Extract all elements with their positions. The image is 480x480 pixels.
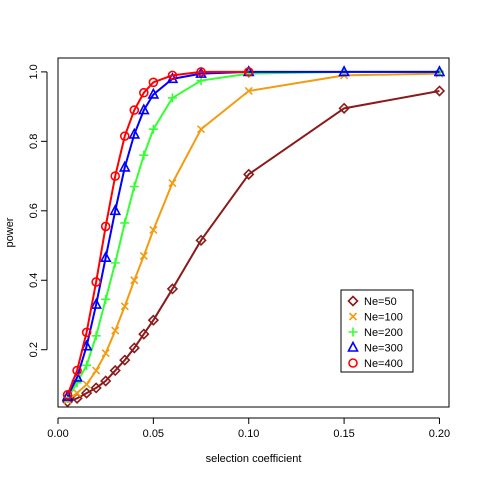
- data-point: [138, 103, 150, 115]
- data-point: [167, 93, 177, 103]
- data-point: [80, 387, 93, 399]
- legend-marker: [347, 295, 359, 307]
- x-tick-label: 0.05: [143, 428, 164, 440]
- y-tick-label: 0.2: [28, 342, 40, 357]
- plot-frame: [57, 57, 450, 408]
- data-point: [244, 86, 253, 96]
- legend-marker: [348, 312, 358, 321]
- data-point: [338, 65, 350, 77]
- data-point: [100, 375, 112, 387]
- data-point: [147, 87, 160, 99]
- data-point: [139, 87, 149, 98]
- data-point: [196, 67, 206, 77]
- data-point: [129, 181, 139, 191]
- x-tick-label: 0.15: [333, 428, 354, 440]
- series-Ne=400: [62, 67, 254, 400]
- data-point: [128, 342, 140, 354]
- x-tick-label: 0.10: [238, 428, 259, 440]
- legend-label: Ne=300: [364, 343, 403, 355]
- data-point: [167, 70, 178, 81]
- data-point: [130, 276, 139, 285]
- x-axis-label: selection coefficient: [206, 453, 302, 465]
- data-point: [120, 302, 129, 311]
- y-tick-label: 0.6: [28, 203, 40, 218]
- data-point: [82, 380, 91, 389]
- y-tick-label: 0.4: [28, 273, 40, 288]
- data-point: [73, 389, 82, 398]
- data-point: [110, 258, 120, 268]
- data-point: [128, 127, 141, 139]
- data-point: [243, 67, 254, 77]
- data-point: [139, 251, 148, 261]
- data-point: [433, 85, 446, 97]
- data-point: [120, 218, 130, 228]
- legend-label: Ne=50: [364, 296, 397, 308]
- data-point: [100, 221, 111, 232]
- data-point: [433, 65, 446, 77]
- legend-marker: [348, 327, 358, 337]
- y-tick-label: 1.0: [28, 64, 40, 79]
- legend-label: Ne=400: [364, 358, 403, 370]
- data-point: [338, 102, 350, 114]
- data-point: [119, 131, 130, 141]
- legend-marker: [347, 340, 359, 352]
- data-point: [129, 105, 140, 115]
- data-point: [138, 328, 150, 340]
- data-point: [109, 204, 122, 216]
- data-point: [147, 314, 159, 326]
- data-point: [92, 366, 101, 375]
- data-point: [81, 327, 92, 338]
- data-point: [118, 160, 131, 172]
- data-point: [62, 390, 73, 400]
- data-point: [90, 297, 102, 309]
- data-point: [168, 178, 177, 188]
- series-Ne=100: [63, 69, 444, 405]
- data-point: [91, 277, 101, 287]
- data-point: [148, 77, 159, 88]
- data-point: [148, 124, 158, 134]
- data-point: [195, 234, 207, 246]
- data-point: [119, 354, 131, 366]
- data-point: [166, 283, 179, 295]
- data-point: [61, 389, 74, 401]
- data-point: [109, 364, 121, 377]
- data-point: [101, 349, 110, 358]
- data-point: [91, 331, 101, 341]
- data-point: [196, 125, 206, 134]
- x-tick-label: 0.20: [429, 428, 450, 440]
- series-layer: [61, 65, 446, 408]
- legend-label: Ne=200: [364, 327, 403, 339]
- y-tick-label: 0.8: [28, 134, 40, 149]
- data-point: [72, 365, 82, 376]
- data-point: [139, 150, 149, 160]
- data-point: [90, 382, 102, 394]
- data-point: [243, 168, 255, 180]
- series-line: [66, 70, 249, 396]
- data-point: [111, 326, 120, 335]
- data-point: [149, 225, 158, 234]
- data-point: [101, 294, 111, 304]
- axis-layer: 0.00 0.05 0.10 0.15 0.20 0.2 0.4 0.6 0.8 1.0: [28, 64, 450, 440]
- legend-label: Ne=100: [364, 312, 403, 324]
- data-point: [82, 360, 92, 370]
- x-tick-label: 0.00: [47, 428, 68, 440]
- legend-marker: [348, 358, 358, 368]
- data-point: [99, 250, 112, 262]
- legend: Ne=50 Ne=100 Ne=200 Ne=300 Ne=400: [340, 289, 414, 373]
- data-point: [110, 171, 121, 181]
- y-axis-label: power: [4, 217, 16, 247]
